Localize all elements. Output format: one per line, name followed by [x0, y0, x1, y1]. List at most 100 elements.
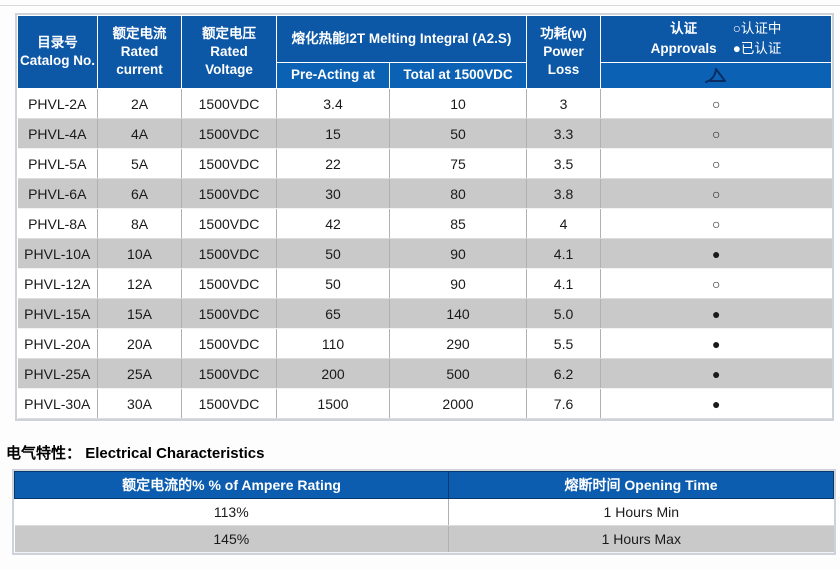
table-row: 145% 1 Hours Max [14, 525, 834, 553]
col-header-power-loss: 功耗(w) Power Loss [526, 15, 602, 89]
cell-pre-acting: 50 [276, 238, 390, 269]
cell-opening-time: 1 Hours Max [448, 525, 834, 553]
cell-pre-acting: 50 [276, 268, 390, 299]
col-header-approvals: 认证 ○认证中 Approvals ●已认证 [600, 15, 832, 63]
approvals-subheader-cell [600, 62, 832, 89]
cell-approval-status: ○ [600, 268, 832, 299]
page-top-divider [0, 0, 840, 6]
approvals-label-en: Approvals [650, 41, 717, 56]
cell-power-loss: 5.5 [526, 328, 602, 359]
cell-rated-current: 6A [97, 178, 182, 209]
cell-approval-status: ● [600, 358, 832, 389]
cell-approval-status: ● [600, 328, 832, 359]
cell-pre-acting: 65 [276, 298, 390, 329]
cell-pre-acting: 1500 [276, 388, 390, 419]
fuse-spec-table-body: PHVL-2A 2A 1500VDC 3.4 10 3 ○ PHVL-4A 4A… [17, 88, 832, 419]
cell-catalog-no: PHVL-10A [17, 238, 98, 269]
col-header-power-zh: 功耗(w) [540, 25, 587, 41]
cell-total-1500vdc: 10 [388, 88, 528, 119]
cell-power-loss: 6.2 [526, 358, 602, 389]
cell-approval-status: ○ [600, 148, 832, 179]
cell-catalog-no: PHVL-25A [17, 358, 98, 389]
cell-rated-voltage: 1500VDC [181, 298, 277, 329]
section-title-en: Electrical Characteristics [85, 445, 265, 462]
col-header-current-zh: 额定电流 [112, 25, 167, 41]
approvals-label-zh: 认证 [670, 20, 698, 36]
col-header-current-en2: current [116, 62, 163, 78]
characteristics-table-body: 113% 1 Hours Min 145% 1 Hours Max [14, 498, 834, 553]
cell-total-1500vdc: 80 [388, 178, 528, 209]
cell-rated-voltage: 1500VDC [181, 358, 277, 389]
cell-power-loss: 3.8 [526, 178, 602, 209]
cell-rated-voltage: 1500VDC [181, 118, 277, 149]
cell-approval-status: ○ [600, 208, 832, 239]
cell-rated-voltage: 1500VDC [181, 238, 277, 269]
col-header-rated-voltage: 额定电压 Rated Voltage [181, 15, 277, 89]
col-header-pre-acting: Pre-Acting at [276, 62, 390, 89]
cell-total-1500vdc: 290 [388, 328, 528, 359]
cell-catalog-no: PHVL-20A [17, 328, 98, 359]
cell-rated-current: 10A [97, 238, 182, 269]
col-header-total-1500vdc: Total at 1500VDC [388, 62, 528, 89]
cell-power-loss: 3.5 [526, 148, 602, 179]
approvals-legend-certified: ●已认证 [732, 41, 782, 56]
characteristics-table: 额定电流的% % of Ampere Rating 熔断时间 Opening T… [13, 471, 834, 553]
cell-catalog-no: PHVL-6A [17, 178, 98, 209]
col-header-catalog-en: Catalog No. [20, 53, 96, 68]
cell-pre-acting: 22 [276, 148, 390, 179]
cell-pre-acting: 42 [276, 208, 390, 239]
cell-catalog-no: PHVL-8A [17, 208, 98, 239]
cell-rated-voltage: 1500VDC [181, 88, 277, 119]
cell-opening-time: 1 Hours Min [448, 498, 834, 526]
cell-rated-current: 25A [97, 358, 182, 389]
col-header-power-en: Power Loss [543, 43, 584, 78]
table-row: PHVL-12A 12A 1500VDC 50 90 4.1 ○ [17, 268, 832, 299]
cell-catalog-no: PHVL-5A [17, 148, 98, 179]
cell-pre-acting: 200 [276, 358, 390, 389]
table-row: PHVL-25A 25A 1500VDC 200 500 6.2 ● [17, 358, 832, 389]
table-row: PHVL-8A 8A 1500VDC 42 85 4 ○ [17, 208, 832, 239]
cell-catalog-no: PHVL-2A [17, 88, 98, 119]
col-header-catalog: 目录号 Catalog No. [17, 15, 98, 89]
cell-catalog-no: PHVL-4A [17, 118, 98, 149]
cell-rated-current: 5A [97, 148, 182, 179]
table-row: PHVL-5A 5A 1500VDC 22 75 3.5 ○ [17, 148, 832, 179]
cell-total-1500vdc: 50 [388, 118, 528, 149]
cell-total-1500vdc: 500 [388, 358, 528, 389]
cell-rated-current: 12A [97, 268, 182, 299]
electrical-characteristics-title: 电气特性： Electrical Characteristics [6, 442, 840, 463]
col-header-ampere-rating-percent: 额定电流的% % of Ampere Rating [13, 471, 450, 499]
col-header-melting-integral: 熔化热能I2T Melting Integral (A2.S) [275, 15, 528, 63]
cell-total-1500vdc: 75 [388, 148, 528, 179]
cell-total-1500vdc: 90 [388, 268, 528, 299]
cell-power-loss: 3.3 [526, 118, 602, 149]
cell-approval-status: ○ [600, 118, 832, 149]
col-header-current-en1: Rated [120, 43, 159, 59]
cell-rated-current: 20A [97, 328, 182, 359]
col-header-catalog-zh: 目录号 [37, 34, 78, 50]
col-header-rated-current: 额定电流 Rated current [97, 15, 182, 89]
cell-approval-status: ○ [600, 178, 832, 209]
cell-power-loss: 3 [526, 88, 602, 119]
cell-rated-voltage: 1500VDC [181, 388, 277, 419]
cell-pre-acting: 15 [276, 118, 390, 149]
cell-total-1500vdc: 2000 [388, 388, 528, 419]
cell-rated-current: 30A [97, 388, 182, 419]
col-header-opening-time: 熔断时间 Opening Time [448, 471, 834, 499]
col-header-voltage-zh: 额定电压 [202, 25, 256, 41]
cell-pre-acting: 110 [276, 328, 390, 359]
table-row: 113% 1 Hours Min [14, 498, 834, 526]
cell-approval-status: ● [600, 298, 832, 329]
col-header-voltage-en1: Rated [210, 43, 248, 59]
cell-approval-status: ● [600, 238, 832, 269]
cell-pre-acting: 30 [276, 178, 390, 209]
cell-power-loss: 4.1 [526, 238, 602, 269]
table-row: PHVL-10A 10A 1500VDC 50 90 4.1 ● [17, 238, 832, 269]
fuse-spec-table-container: 目录号 Catalog No. 额定电流 Rated current 额定电压 … [15, 13, 834, 421]
table-row: PHVL-2A 2A 1500VDC 3.4 10 3 ○ [17, 88, 832, 119]
cell-total-1500vdc: 140 [388, 298, 528, 329]
cell-power-loss: 4.1 [526, 268, 602, 299]
cell-rated-voltage: 1500VDC [181, 208, 277, 239]
cell-total-1500vdc: 90 [388, 238, 528, 269]
cell-rated-voltage: 1500VDC [181, 328, 277, 359]
